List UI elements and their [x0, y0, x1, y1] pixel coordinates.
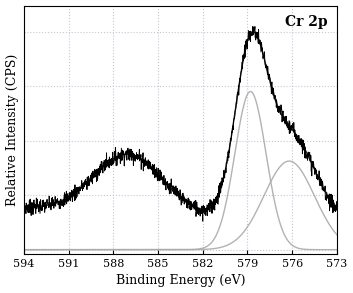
- Y-axis label: Relative Intensity (CPS): Relative Intensity (CPS): [6, 54, 19, 206]
- X-axis label: Binding Energy (eV): Binding Energy (eV): [116, 275, 245, 287]
- Text: Cr 2p: Cr 2p: [285, 16, 328, 30]
